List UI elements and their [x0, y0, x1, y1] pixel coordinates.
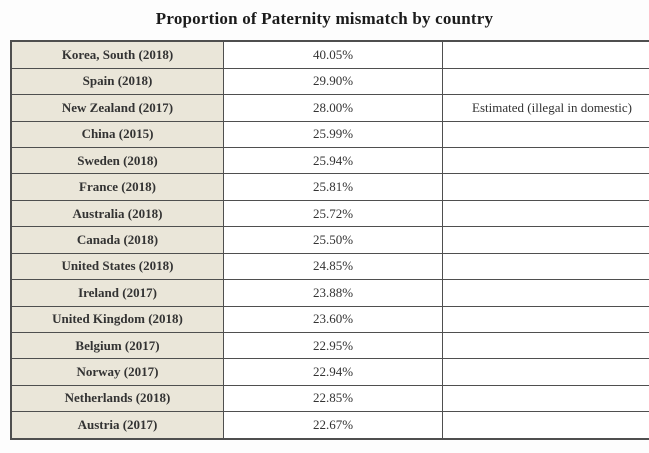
value-cell: 25.81% [223, 173, 443, 201]
country-cell: Austria (2017) [10, 411, 224, 440]
note-cell [442, 120, 649, 148]
note-cell [442, 305, 649, 333]
value-cell: 24.85% [223, 252, 443, 281]
value-cell: 28.00% [223, 94, 443, 122]
value-cell: 25.94% [223, 146, 443, 175]
note-cell [442, 384, 649, 413]
country-cell: United Kingdom (2018) [10, 305, 224, 333]
note-cell [442, 146, 649, 175]
country-cell: Netherlands (2018) [10, 384, 224, 413]
note-cell [442, 411, 649, 440]
country-cell: Australia (2018) [10, 199, 224, 228]
country-cell: Sweden (2018) [10, 146, 224, 175]
country-cell: France (2018) [10, 173, 224, 201]
table-row: China (2015) 25.99% [10, 120, 649, 148]
country-cell: Norway (2017) [10, 358, 224, 386]
value-cell: 22.85% [223, 384, 443, 413]
table-row: France (2018) 25.81% [10, 173, 649, 201]
note-cell [442, 279, 649, 307]
table-row: United Kingdom (2018) 23.60% [10, 305, 649, 333]
table-row: New Zealand (2017) 28.00% Estimated (ill… [10, 94, 649, 122]
note-cell [442, 331, 649, 360]
table-row: United States (2018) 24.85% [10, 252, 649, 281]
note-cell [442, 252, 649, 281]
page-title: Proportion of Paternity mismatch by coun… [155, 9, 494, 28]
country-cell: Canada (2018) [10, 226, 224, 254]
value-cell: 22.94% [223, 358, 443, 386]
note-cell [442, 67, 649, 96]
paternity-mismatch-table: Korea, South (2018) 40.05% Spain (2018) … [10, 40, 649, 440]
note-cell [442, 173, 649, 201]
value-cell: 25.72% [223, 199, 443, 228]
country-cell: United States (2018) [10, 252, 224, 281]
note-cell [442, 40, 649, 69]
country-cell: Spain (2018) [10, 67, 224, 96]
value-cell: 22.95% [223, 331, 443, 360]
note-cell: Estimated (illegal in domestic) [442, 94, 649, 122]
country-cell: Korea, South (2018) [10, 40, 224, 69]
value-cell: 29.90% [223, 67, 443, 96]
country-cell: Belgium (2017) [10, 331, 224, 360]
table-row: Spain (2018) 29.90% [10, 67, 649, 96]
table-row: Belgium (2017) 22.95% [10, 331, 649, 360]
table-row: Canada (2018) 25.50% [10, 226, 649, 254]
table-row: Korea, South (2018) 40.05% [10, 40, 649, 69]
table-row: Sweden (2018) 25.94% [10, 146, 649, 175]
note-cell [442, 199, 649, 228]
value-cell: 40.05% [223, 40, 443, 69]
value-cell: 25.50% [223, 226, 443, 254]
country-cell: Ireland (2017) [10, 279, 224, 307]
value-cell: 23.60% [223, 305, 443, 333]
table-row: Netherlands (2018) 22.85% [10, 384, 649, 413]
country-cell: China (2015) [10, 120, 224, 148]
value-cell: 25.99% [223, 120, 443, 148]
table-row: Norway (2017) 22.94% [10, 358, 649, 386]
note-cell [442, 226, 649, 254]
table-row: Austria (2017) 22.67% [10, 411, 649, 440]
table-row: Australia (2018) 25.72% [10, 199, 649, 228]
table-row: Ireland (2017) 23.88% [10, 279, 649, 307]
value-cell: 22.67% [223, 411, 443, 440]
note-cell [442, 358, 649, 386]
country-cell: New Zealand (2017) [10, 94, 224, 122]
value-cell: 23.88% [223, 279, 443, 307]
